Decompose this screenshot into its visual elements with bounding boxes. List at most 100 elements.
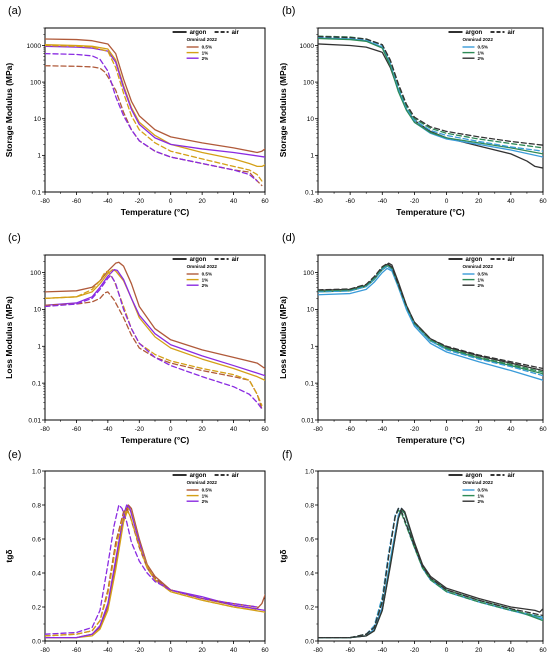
legend-label-air: air: [232, 257, 240, 263]
y-tick-label: 1: [310, 344, 314, 351]
legend: argon air Omnirad 2022 0.5%1%2%: [448, 257, 516, 288]
x-tick-label: 40: [507, 647, 515, 654]
legend-entry-label: 2%: [202, 283, 209, 288]
panel-label: (e): [8, 449, 21, 461]
legend-entry-label: 0.5%: [478, 45, 488, 50]
x-tick-label: 60: [539, 198, 547, 205]
series-line-6: [45, 274, 263, 410]
x-axis-label: Temperature (°C): [396, 435, 465, 445]
legend-entry-label: 2%: [202, 499, 209, 504]
x-tick-label: 40: [507, 426, 515, 433]
series-line-2: [45, 269, 265, 381]
series-line-1: [45, 261, 265, 370]
legend-title: Omnirad 2022: [187, 480, 218, 485]
x-tick-label: 60: [261, 647, 269, 654]
legend-label-air: air: [232, 30, 240, 36]
series-line-3: [318, 262, 543, 372]
y-tick-label: 10: [34, 307, 42, 314]
legend-label-air: air: [508, 257, 516, 263]
x-tick-label: -80: [313, 647, 323, 654]
legend-label-air: air: [508, 473, 516, 479]
panel-label: (c): [8, 232, 21, 244]
x-axis-label: Temperature (°C): [396, 207, 465, 217]
x-tick-label: -60: [345, 647, 355, 654]
panel-d: (d) -80 -60 -40 -20 0 20 40 60 0.01 0.1 1 10 100 Tempe…: [278, 232, 547, 445]
series-group: [45, 261, 265, 410]
x-tick-label: -60: [72, 426, 82, 433]
legend-entry-label: 0.5%: [202, 45, 212, 50]
x-axis-label: Temperature (°C): [121, 207, 190, 217]
legend-label-argon: argon: [190, 30, 207, 36]
y-tick-label: 0.2: [32, 604, 41, 611]
y-tick-label: 1000: [27, 43, 42, 50]
legend-title: Omnirad 2022: [463, 37, 494, 42]
y-axis-label: Loss Modulus (MPa): [278, 296, 288, 379]
x-tick-label: 60: [539, 426, 547, 433]
x-tick-label: 0: [169, 647, 173, 654]
series-line-1: [45, 38, 265, 154]
panel-label: (b): [282, 5, 295, 17]
x-tick-label: 0: [169, 198, 173, 205]
y-tick-label: 1: [37, 153, 41, 160]
x-tick-label: -80: [40, 426, 50, 433]
series-line-6: [318, 35, 543, 146]
series-line-2: [318, 37, 543, 158]
series-line-4: [45, 291, 263, 410]
plot-frame: [317, 470, 544, 642]
series-line-2: [318, 264, 543, 375]
series-line-1: [45, 504, 265, 639]
series-line-5: [45, 509, 258, 637]
x-tick-label: -80: [313, 198, 323, 205]
x-tick-label: 0: [445, 426, 449, 433]
legend-title: Omnirad 2022: [463, 480, 494, 485]
series-line-3: [318, 507, 543, 639]
y-tick-label: 0.8: [32, 502, 41, 509]
legend-entry-label: 1%: [478, 493, 485, 498]
y-tick-label: 100: [30, 79, 41, 86]
y-tick-label: 0.6: [32, 536, 41, 543]
y-tick-label: 10: [307, 116, 315, 123]
y-tick-label: 0.0: [305, 638, 314, 645]
x-tick-label: 40: [230, 198, 238, 205]
x-tick-label: 20: [199, 198, 207, 205]
y-tick-label: 0.1: [305, 380, 314, 387]
series-line-4: [318, 36, 543, 152]
series-line-1: [318, 507, 543, 639]
panel-label: (a): [8, 5, 21, 17]
y-tick-label: 0.4: [305, 570, 314, 577]
x-tick-label: 20: [199, 426, 207, 433]
legend-entry-label: 1%: [478, 277, 485, 282]
series-line-6: [45, 52, 258, 182]
legend-label-air: air: [508, 30, 516, 36]
series-line-5: [45, 44, 263, 182]
x-tick-label: -20: [135, 426, 145, 433]
legend-title: Omnirad 2022: [187, 37, 218, 42]
x-tick-label: 20: [475, 426, 483, 433]
y-axis-label: tgδ: [278, 549, 288, 562]
legend-entry-label: 1%: [202, 277, 209, 282]
series-line-4: [318, 265, 543, 377]
series-line-3: [45, 504, 265, 639]
series-line-2: [318, 509, 543, 639]
y-tick-label: 0.4: [32, 570, 41, 577]
plot-frame: [44, 470, 266, 642]
legend-label-argon: argon: [466, 257, 483, 263]
plot-frame: [44, 27, 266, 193]
x-tick-label: 20: [199, 647, 207, 654]
legend-entry-label: 2%: [478, 283, 485, 288]
panel-label: (d): [282, 232, 295, 244]
x-tick-label: 20: [475, 647, 483, 654]
legend-label-argon: argon: [466, 30, 483, 36]
x-tick-label: 40: [230, 426, 238, 433]
y-tick-label: 100: [303, 79, 314, 86]
x-axis-label: Temperature (°C): [121, 435, 190, 445]
legend-label-argon: argon: [190, 473, 207, 479]
y-tick-label: 0.01: [28, 417, 41, 424]
y-tick-label: 1: [37, 344, 41, 351]
panel-e: (e) -80 -60 -40 -20 0 20 40 60 0.0 0.2 0.4 0.6 0.8 1.0…: [4, 449, 269, 654]
x-tick-label: 0: [169, 426, 173, 433]
series-line-6: [318, 262, 543, 370]
x-tick-label: -40: [103, 426, 113, 433]
series-group: [318, 507, 543, 639]
